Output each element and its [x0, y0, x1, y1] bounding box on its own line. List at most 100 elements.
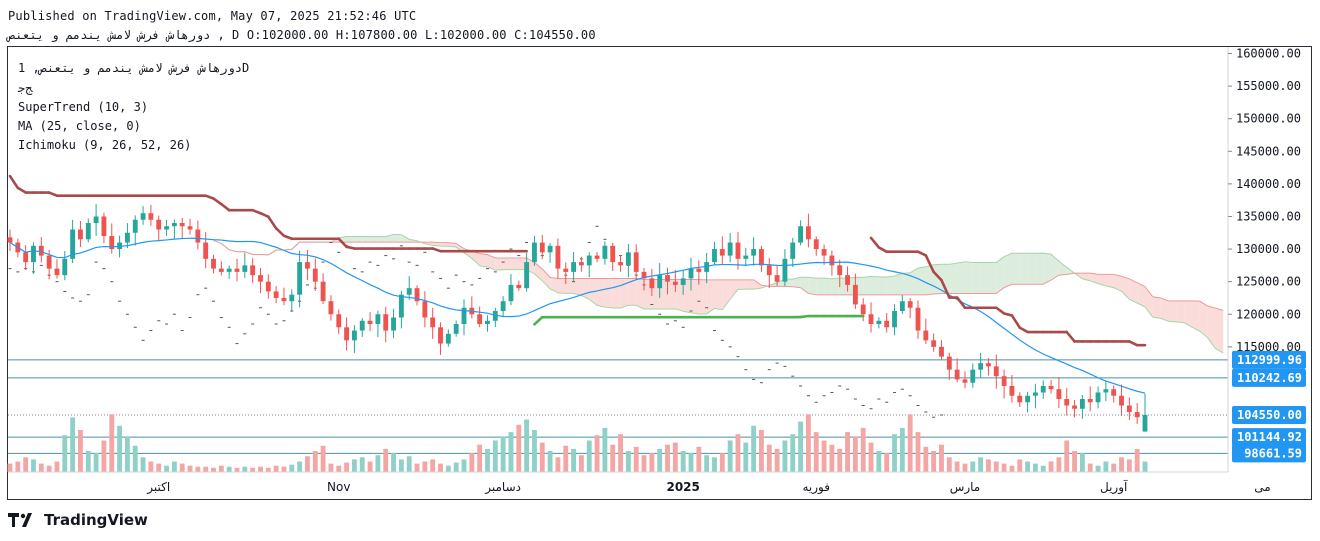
volume-bar: [939, 444, 944, 472]
volume-bar: [1126, 459, 1132, 472]
volume-bar: [218, 465, 224, 472]
cloud-segment: [1215, 308, 1224, 353]
cloud-segment: [698, 279, 707, 314]
volume-bar: [915, 432, 921, 472]
volume-bar: [485, 448, 490, 472]
cloud-segment: [1152, 296, 1161, 319]
candle-body: [46, 255, 52, 269]
supertrend-segment: [204, 194, 215, 200]
candle-body: [1009, 385, 1015, 396]
volume-bar: [1095, 465, 1101, 472]
candle-body: [445, 333, 451, 344]
candle-body: [398, 294, 404, 318]
candle-body: [586, 255, 592, 266]
volume-bar: [547, 451, 553, 472]
volume-bar: [923, 446, 929, 472]
volume-bar: [782, 440, 788, 472]
volume-bar: [571, 448, 577, 472]
candle-body: [78, 229, 83, 240]
volume-bar: [876, 451, 882, 472]
volume-bar: [430, 459, 436, 472]
volume-bar: [164, 465, 169, 472]
cloud-segment: [354, 236, 363, 243]
volume-bar: [414, 463, 420, 472]
candle-body: [234, 268, 240, 272]
cloud-segment: [1113, 274, 1122, 292]
candle-body: [931, 340, 937, 347]
volume-bar: [367, 461, 373, 472]
cloud-segment: [1129, 278, 1138, 304]
candle-body: [414, 288, 420, 302]
candle-body: [1103, 389, 1109, 393]
supertrend-segment: [47, 191, 59, 197]
cloud-segment: [565, 278, 574, 294]
volume-bar: [821, 440, 827, 472]
volume-bar: [759, 430, 764, 472]
candle-body: [1095, 392, 1101, 403]
cloud-segment: [667, 279, 676, 309]
volume-bar: [305, 456, 310, 472]
volume-bar: [907, 414, 913, 472]
candle-body: [124, 232, 130, 243]
chart-frame[interactable]: [7, 46, 1312, 500]
cloud-segment: [1043, 253, 1052, 285]
volume-bar: [805, 414, 811, 472]
tradingview-logo[interactable]: TradingView: [8, 511, 148, 529]
volume-bar: [445, 465, 451, 472]
candle-body: [923, 330, 929, 341]
candle-body: [336, 314, 342, 328]
supertrend: [8, 174, 1147, 347]
cloud-segment: [902, 272, 911, 295]
cloud-segment: [604, 278, 613, 308]
cloud-segment: [1121, 276, 1130, 300]
cloud-segment: [1199, 301, 1208, 338]
cloud-segment: [1011, 253, 1020, 285]
cloud-segment: [957, 261, 965, 294]
cloud-segment: [1105, 274, 1114, 288]
cloud-segment: [393, 234, 402, 243]
volume-bar: [1032, 463, 1038, 472]
cloud-segment: [964, 261, 973, 294]
legend-supertrend[interactable]: SuperTrend (10, 3): [18, 100, 149, 114]
candle-body: [876, 320, 882, 325]
candle-body: [265, 281, 271, 292]
volume-bar: [461, 459, 467, 472]
volume-bar: [38, 463, 44, 472]
supertrend-segment: [1065, 330, 1076, 343]
candle-body: [782, 258, 788, 282]
candle-body: [1072, 405, 1077, 409]
cloud-segment: [980, 262, 989, 294]
volume-bar: [124, 436, 130, 472]
candle-body: [633, 252, 639, 272]
legend-ma[interactable]: MA (25, close, 0): [18, 119, 141, 133]
cloud-segment: [1058, 261, 1067, 276]
cloud-segment: [949, 263, 958, 294]
candle-body: [1111, 389, 1117, 396]
supertrend-segment: [337, 237, 348, 249]
time-tick-label: 2025: [666, 480, 699, 494]
volume-bar: [884, 453, 890, 472]
candle-body: [571, 262, 577, 272]
volume-bar: [970, 461, 976, 472]
candle-body: [892, 310, 897, 328]
candle-body: [1017, 395, 1023, 403]
legend-ichimoku[interactable]: Ichimoku (9, 26, 52, 26): [18, 138, 192, 152]
volume-bar: [954, 461, 960, 472]
candle-body: [852, 284, 858, 305]
candle-body: [539, 242, 545, 253]
price-axis: 160000.00 155000.00 150000.00 145000.00 1400…: [1227, 47, 1306, 472]
volume-bar: [1009, 465, 1015, 472]
candle-body: [829, 255, 835, 266]
supertrend-segment: [877, 246, 888, 254]
volume-bar: [15, 461, 21, 472]
candle-body: [563, 268, 569, 272]
candle-body: [712, 249, 717, 263]
volume-bar: [751, 425, 757, 472]
supertrend-segment: [212, 197, 223, 206]
candle-body: [1032, 392, 1038, 396]
volume-bar: [62, 435, 68, 472]
volume-bar: [1079, 453, 1085, 472]
volume-bar: [532, 430, 537, 472]
cloud-segment: [714, 279, 723, 310]
